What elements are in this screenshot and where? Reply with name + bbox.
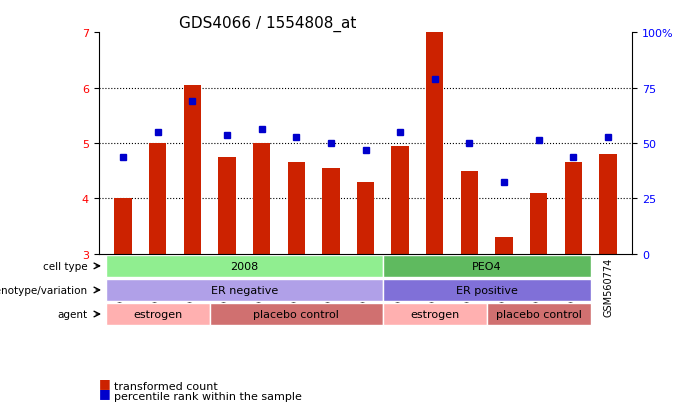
Bar: [426, 33, 443, 254]
Bar: [496, 237, 513, 254]
Text: 2008: 2008: [230, 261, 258, 271]
Text: estrogen: estrogen: [410, 309, 460, 319]
Text: percentile rank within the sample: percentile rank within the sample: [114, 392, 301, 401]
Bar: [149, 144, 166, 254]
Bar: [218, 157, 235, 254]
Text: estrogen: estrogen: [133, 309, 182, 319]
FancyBboxPatch shape: [383, 304, 487, 325]
Bar: [184, 85, 201, 254]
Text: genotype/variation: genotype/variation: [0, 285, 88, 295]
Text: PEO4: PEO4: [472, 261, 502, 271]
Bar: [322, 169, 339, 254]
FancyBboxPatch shape: [383, 280, 591, 301]
Text: GDS4066 / 1554808_at: GDS4066 / 1554808_at: [179, 16, 356, 32]
Bar: [565, 163, 582, 254]
Text: ER positive: ER positive: [456, 285, 517, 295]
Text: placebo control: placebo control: [496, 309, 582, 319]
Bar: [357, 183, 374, 254]
Bar: [288, 163, 305, 254]
Text: ■: ■: [99, 387, 110, 399]
Bar: [114, 199, 131, 254]
FancyBboxPatch shape: [105, 280, 383, 301]
Bar: [530, 193, 547, 254]
FancyBboxPatch shape: [487, 304, 591, 325]
Text: ■: ■: [99, 376, 110, 389]
Bar: [392, 146, 409, 254]
Text: agent: agent: [58, 309, 88, 319]
Bar: [461, 171, 478, 254]
Bar: [253, 144, 270, 254]
Text: placebo control: placebo control: [253, 309, 339, 319]
Text: ER negative: ER negative: [211, 285, 278, 295]
FancyBboxPatch shape: [105, 304, 209, 325]
FancyBboxPatch shape: [383, 255, 591, 277]
FancyBboxPatch shape: [209, 304, 383, 325]
Text: cell type: cell type: [44, 261, 88, 271]
Bar: [600, 155, 617, 254]
FancyBboxPatch shape: [105, 255, 383, 277]
Text: transformed count: transformed count: [114, 381, 218, 391]
